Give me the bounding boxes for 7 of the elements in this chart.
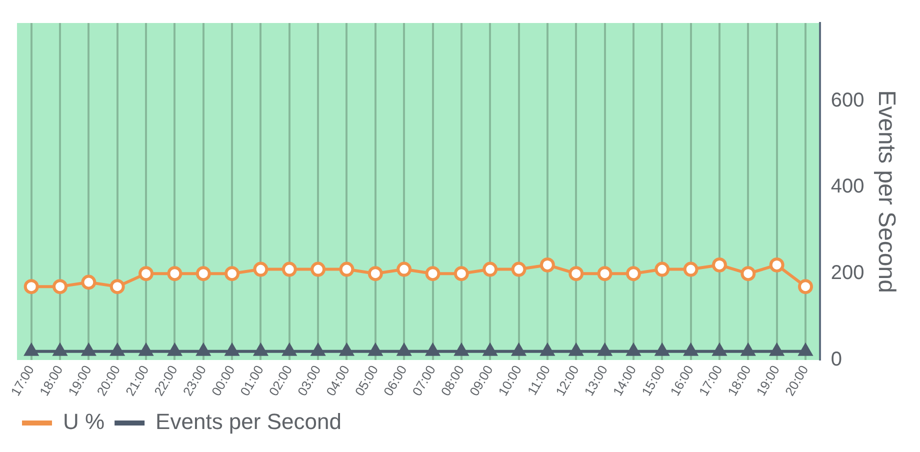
legend-label: U %	[63, 409, 105, 434]
y-axis-title: Events per Second	[872, 90, 900, 293]
y-tick-label: 200	[830, 262, 864, 284]
legend-label: Events per Second	[156, 409, 342, 434]
y-tick-label: 400	[830, 176, 864, 198]
y-tick-label: 0	[830, 348, 842, 371]
y-tick-label: 600	[830, 89, 864, 112]
